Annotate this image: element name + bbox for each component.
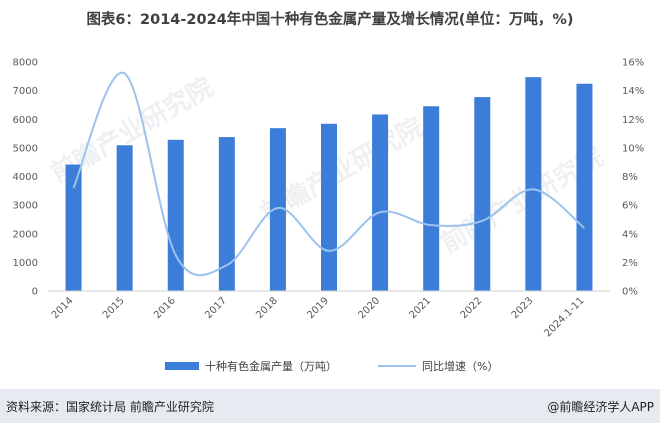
y-left-tick-label: 5000 bbox=[13, 143, 38, 154]
legend: 十种有色金属产量（万吨） 同比增速（%） bbox=[165, 359, 498, 373]
legend-bar-label: 十种有色金属产量（万吨） bbox=[205, 359, 337, 373]
x-tick-label: 2021 bbox=[408, 295, 434, 321]
bar bbox=[321, 123, 337, 291]
y-right-tick-label: 16% bbox=[622, 58, 644, 69]
x-tick-label: 2017 bbox=[203, 295, 229, 321]
y-left-tick-label: 2000 bbox=[13, 229, 38, 240]
bar bbox=[576, 83, 593, 291]
chart: 0 1000 2000 3000 4000 5000 6000 7000 8000 0% 2% 4%… bbox=[13, 58, 645, 374]
y-right-tick-label: 8% bbox=[622, 172, 638, 183]
y-right-tick-label: 0% bbox=[622, 287, 638, 298]
y-left-tick-label: 4000 bbox=[13, 172, 38, 183]
y-right-tick-label: 10% bbox=[622, 143, 644, 154]
y-right-tick-label: 2% bbox=[622, 258, 638, 269]
bar bbox=[525, 77, 542, 291]
bar bbox=[269, 128, 286, 291]
x-tick-label: 2022 bbox=[459, 295, 485, 321]
bar bbox=[372, 114, 389, 291]
x-tick-label: 2016 bbox=[152, 295, 178, 321]
y-left-tick-label: 8000 bbox=[13, 58, 38, 69]
growth-line bbox=[72, 71, 586, 277]
x-tick-label: 2023 bbox=[510, 295, 536, 321]
y-right-tick-label: 6% bbox=[622, 201, 638, 212]
bar bbox=[474, 97, 491, 291]
bar bbox=[423, 106, 440, 292]
x-tick-label: 2015 bbox=[101, 295, 127, 321]
y-right-tick-label: 4% bbox=[622, 229, 638, 240]
chart-title: 图表6：2014-2024年中国十种有色金属产量及增长情况(单位：万吨，%) bbox=[86, 12, 574, 28]
x-tick-label: 2019 bbox=[305, 295, 331, 321]
y-left-tick-label: 6000 bbox=[13, 115, 38, 126]
y-axis-left: 0 1000 2000 3000 4000 5000 6000 7000 8000 bbox=[13, 58, 38, 298]
footer: 资料来源：国家统计局 前瞻产业研究院 @前瞻经济学人APP bbox=[0, 389, 660, 423]
bar bbox=[116, 145, 133, 291]
x-tick-label: 2014 bbox=[50, 295, 76, 321]
x-tick-label: 2024.1-11 bbox=[543, 295, 587, 339]
y-right-tick-label: 12% bbox=[622, 115, 644, 126]
y-axis-right: 0% 2% 4% 6% 8% 10% 12% 14% 16% bbox=[622, 58, 644, 298]
y-left-tick-label: 0 bbox=[32, 287, 38, 298]
y-left-tick-label: 3000 bbox=[13, 201, 38, 212]
brand-credit: @前瞻经济学人APP bbox=[547, 400, 654, 414]
y-right-tick-label: 14% bbox=[622, 86, 644, 97]
y-left-tick-label: 1000 bbox=[13, 258, 38, 269]
bar bbox=[218, 137, 235, 291]
x-tick-label: 2020 bbox=[356, 295, 382, 321]
legend-bar-swatch bbox=[165, 362, 199, 370]
source-note: 资料来源：国家统计局 前瞻产业研究院 bbox=[6, 400, 214, 414]
line-series bbox=[72, 71, 586, 277]
bar-series bbox=[65, 77, 593, 292]
x-tick-label: 2018 bbox=[254, 295, 280, 321]
y-left-tick-label: 7000 bbox=[13, 86, 38, 97]
bar bbox=[65, 164, 82, 291]
legend-line-label: 同比增速（%） bbox=[422, 359, 498, 373]
x-axis: 2014 2015 2016 2017 2018 2019 2020 2021 2022 2023… bbox=[48, 290, 610, 339]
bar bbox=[167, 139, 184, 291]
